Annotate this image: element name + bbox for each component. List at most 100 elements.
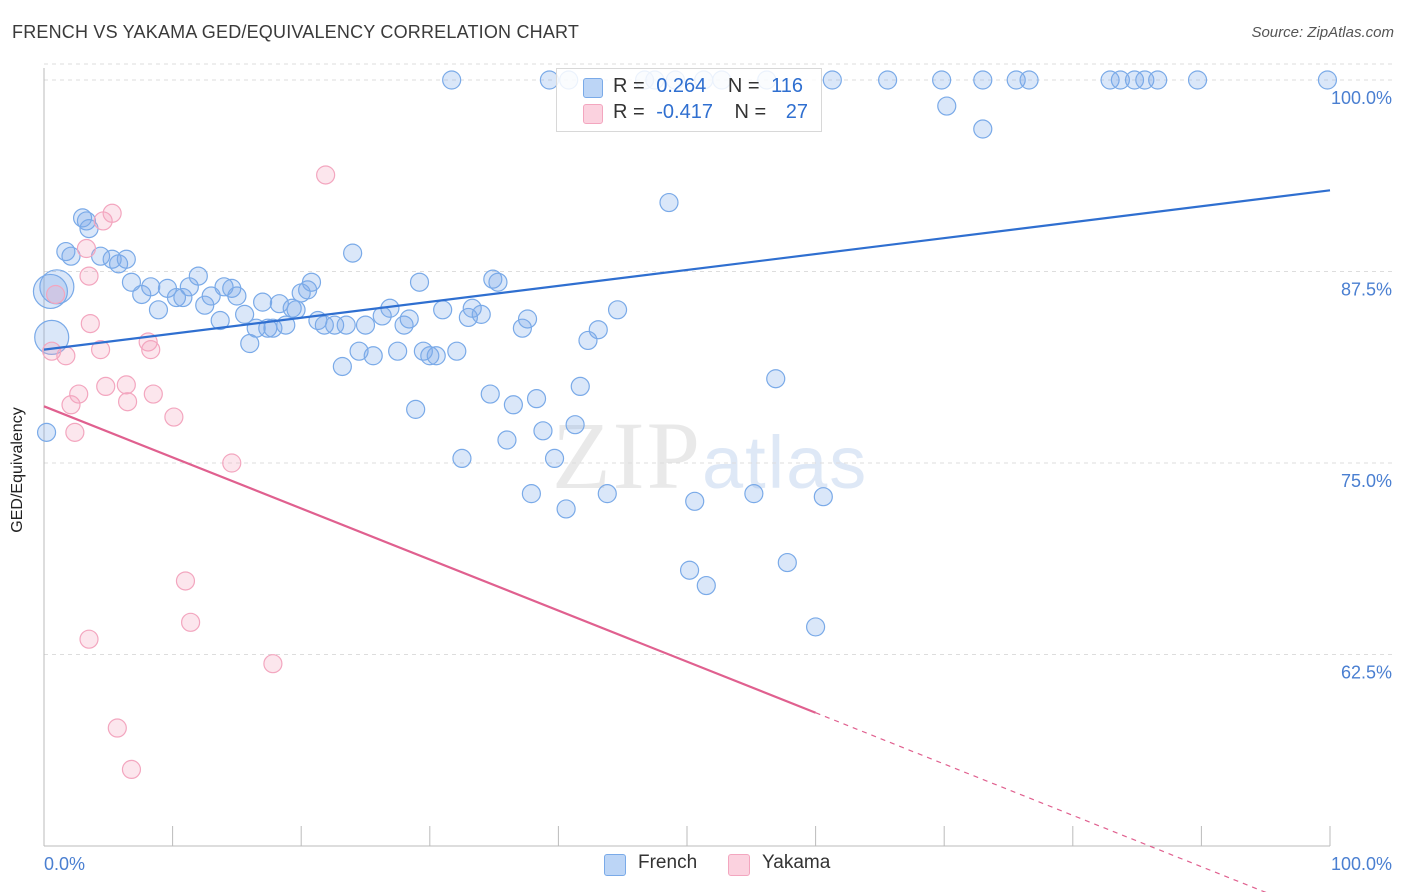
yakama-point bbox=[175, 571, 196, 591]
yakama-point bbox=[222, 453, 242, 473]
french-point bbox=[578, 330, 598, 351]
french-point bbox=[332, 356, 352, 377]
legend-french-label: French bbox=[638, 852, 698, 873]
french-point bbox=[1100, 70, 1120, 90]
french-point bbox=[34, 319, 70, 355]
legend-yakama-label: Yakama bbox=[762, 852, 831, 873]
y-tick-label: 87.5% bbox=[1341, 280, 1392, 300]
french-point bbox=[607, 300, 628, 320]
correlation-legend: R = 0.264 N = 116 R = -0.417 N = 27 bbox=[556, 68, 822, 132]
french-point bbox=[447, 341, 467, 361]
french-trend-line bbox=[43, 189, 1331, 351]
yakama-point bbox=[69, 384, 89, 404]
french-point bbox=[878, 70, 898, 90]
french-point bbox=[343, 243, 363, 263]
yakama-trend-line bbox=[43, 405, 817, 714]
french-point bbox=[363, 346, 383, 366]
french-point bbox=[973, 119, 993, 139]
french-point bbox=[76, 211, 97, 231]
yakama-point bbox=[42, 341, 62, 361]
french-point bbox=[1110, 70, 1130, 90]
yakama-n-value: 27 bbox=[785, 101, 809, 123]
french-r-label: R = bbox=[613, 75, 645, 97]
french-point bbox=[325, 315, 345, 335]
yakama-point bbox=[96, 376, 116, 396]
french-point bbox=[1317, 70, 1338, 90]
yakama-trend-extension bbox=[815, 712, 1267, 892]
yakama-n-label: N = bbox=[734, 101, 767, 123]
french-point bbox=[141, 277, 161, 297]
french-point bbox=[336, 315, 356, 335]
french-legend-row: R = 0.264 N = 116 bbox=[613, 75, 803, 99]
yakama-point bbox=[116, 375, 136, 395]
french-point bbox=[286, 300, 306, 320]
french-point bbox=[433, 300, 453, 320]
french-n-value: 116 bbox=[771, 75, 804, 97]
french-point bbox=[744, 484, 764, 504]
french-point bbox=[166, 287, 187, 308]
french-point bbox=[517, 309, 538, 329]
yakama-point bbox=[164, 407, 184, 427]
yakama-point bbox=[61, 395, 81, 415]
yakama-point bbox=[141, 340, 161, 360]
yakama-point bbox=[121, 759, 142, 780]
french-swatch bbox=[604, 854, 626, 876]
french-point bbox=[685, 491, 705, 511]
yakama-point bbox=[65, 422, 85, 442]
french-point bbox=[314, 315, 334, 335]
french-point bbox=[696, 575, 716, 596]
french-point bbox=[483, 269, 503, 289]
chart-source: Source: ZipAtlas.com bbox=[1251, 24, 1394, 41]
yakama-point bbox=[117, 392, 138, 412]
french-point bbox=[1148, 70, 1168, 90]
french-point bbox=[355, 315, 376, 335]
french-point bbox=[420, 346, 440, 366]
french-point bbox=[116, 249, 136, 269]
french-point bbox=[544, 448, 565, 469]
french-point bbox=[121, 272, 142, 292]
french-point bbox=[399, 309, 419, 329]
french-point bbox=[1187, 70, 1208, 90]
french-point bbox=[188, 266, 208, 286]
x-tick-label: 0.0% bbox=[44, 854, 85, 874]
french-point bbox=[822, 70, 842, 90]
french-point bbox=[777, 552, 797, 573]
french-point bbox=[973, 70, 993, 90]
yakama-legend-swatch bbox=[583, 104, 603, 124]
french-point bbox=[521, 484, 541, 504]
french-legend-swatch bbox=[583, 78, 603, 98]
yakama-point bbox=[143, 384, 163, 404]
french-point bbox=[679, 560, 700, 580]
yakama-point bbox=[90, 340, 111, 360]
french-point bbox=[148, 300, 169, 320]
french-point bbox=[61, 246, 81, 266]
french-r-value: 0.264 bbox=[656, 75, 707, 97]
yakama-point bbox=[316, 165, 336, 185]
french-point bbox=[1124, 70, 1145, 90]
french-point bbox=[570, 376, 590, 396]
french-point bbox=[497, 430, 517, 450]
yakama-swatch bbox=[728, 854, 750, 876]
french-point bbox=[565, 415, 585, 435]
french-point bbox=[210, 310, 230, 331]
yakama-point bbox=[56, 346, 76, 366]
yakama-r-label: R = bbox=[613, 101, 645, 123]
yakama-point bbox=[76, 238, 97, 259]
french-point bbox=[32, 273, 69, 310]
yakama-point bbox=[102, 203, 122, 223]
french-point bbox=[227, 286, 247, 306]
french-point bbox=[932, 70, 952, 90]
yakama-point bbox=[181, 612, 201, 632]
french-point bbox=[533, 421, 553, 441]
yakama-point bbox=[45, 284, 66, 305]
french-point bbox=[301, 272, 322, 292]
french-point bbox=[813, 487, 833, 507]
french-point bbox=[526, 389, 547, 409]
french-point bbox=[766, 369, 786, 389]
french-point bbox=[659, 192, 679, 213]
french-point bbox=[937, 96, 957, 116]
french-point bbox=[597, 484, 617, 504]
french-point bbox=[805, 617, 826, 637]
french-point bbox=[388, 341, 408, 361]
